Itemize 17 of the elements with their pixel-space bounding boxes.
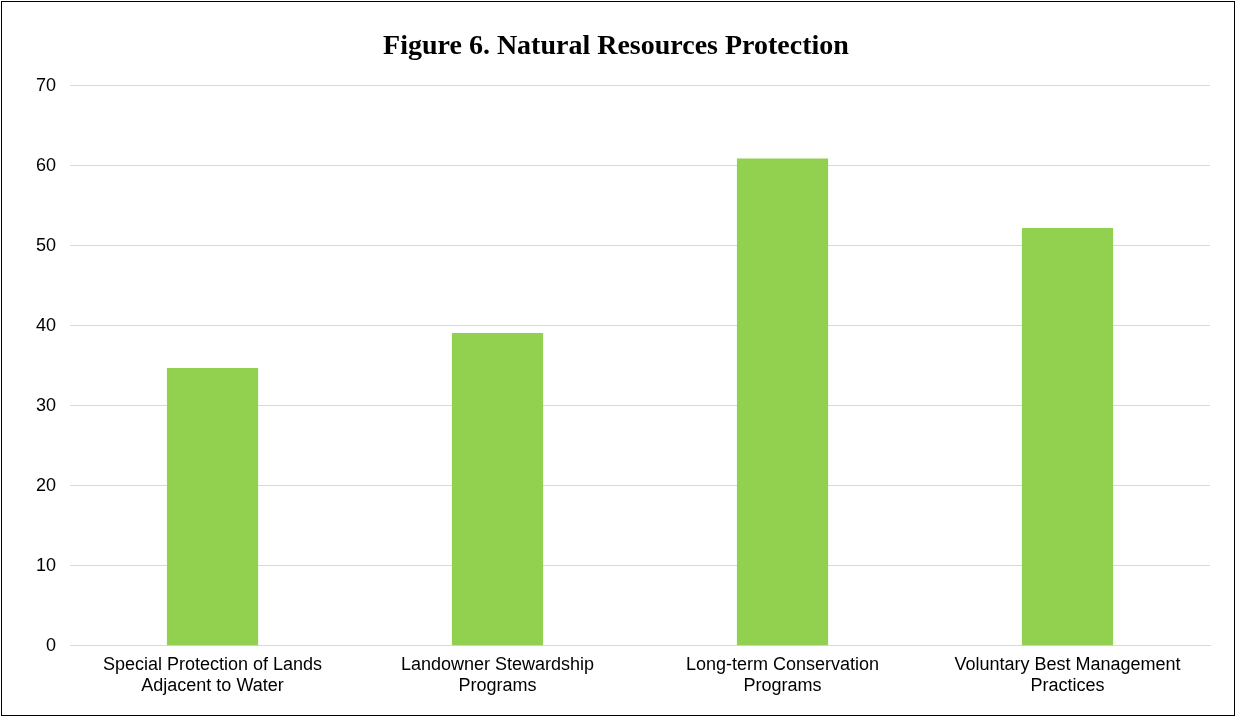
y-tick-label: 50 bbox=[35, 234, 57, 255]
y-tick-label: 0 bbox=[46, 634, 57, 655]
bar bbox=[736, 158, 829, 646]
y-tick-label: 20 bbox=[35, 474, 57, 495]
bar bbox=[166, 368, 259, 646]
y-tick-label: 60 bbox=[35, 154, 57, 175]
x-tick-label: Landowner Stewardship Programs bbox=[400, 653, 595, 696]
chart-title: Figure 6. Natural Resources Protection bbox=[383, 29, 850, 61]
y-tick-label: 30 bbox=[35, 394, 57, 415]
y-tick-label: 10 bbox=[35, 554, 57, 575]
bar bbox=[451, 332, 544, 646]
bar bbox=[1021, 228, 1114, 646]
y-tick-label: 70 bbox=[35, 74, 57, 95]
x-tick-label: Long-term Conservation Programs bbox=[685, 653, 880, 696]
y-tick-label: 40 bbox=[35, 314, 57, 335]
x-tick-label: Special Protection of Lands Adjacent to Water bbox=[102, 653, 323, 696]
x-tick-label: Voluntary Best Management Practices bbox=[954, 653, 1181, 696]
